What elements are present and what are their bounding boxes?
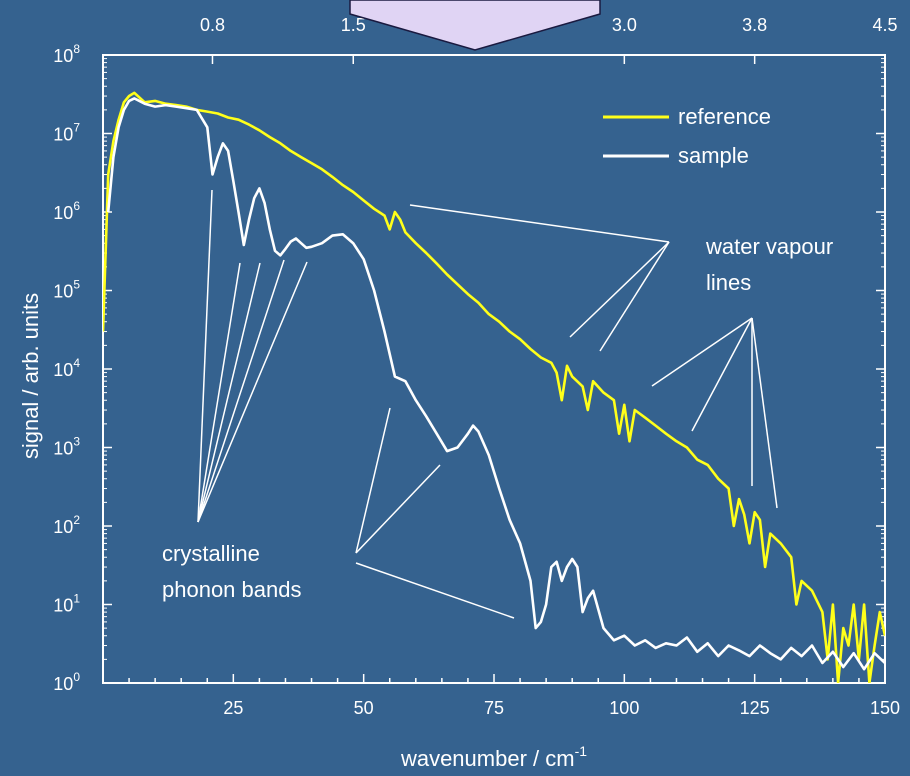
annotation-phonon-line2: phonon bands bbox=[162, 577, 301, 602]
top-tick-label: 3.0 bbox=[612, 15, 637, 35]
annotation-lines bbox=[197, 189, 778, 619]
x-axis-label: wavenumber / cm-1 bbox=[400, 743, 587, 771]
annotation-pointer-line bbox=[409, 204, 670, 243]
x-tick-label: 25 bbox=[223, 698, 243, 718]
y-tick-label: 100 bbox=[53, 670, 80, 694]
x-tick-label: 50 bbox=[354, 698, 374, 718]
y-tick-label: 103 bbox=[53, 435, 80, 459]
top-tick-label: 1.5 bbox=[341, 15, 366, 35]
legend: reference sample bbox=[603, 104, 771, 168]
annotation-pointer-line bbox=[355, 562, 515, 619]
y-tick-label: 101 bbox=[53, 592, 80, 616]
legend-label-reference: reference bbox=[678, 104, 771, 129]
top-axis-tick-labels: 0.8 1.5 3.0 3.8 4.5 bbox=[200, 15, 898, 35]
x-axis-label-text: wavenumber / cm bbox=[400, 746, 575, 771]
annotation-pointer-line bbox=[197, 259, 285, 523]
annotation-pointer-line bbox=[197, 262, 261, 523]
x-tick-label: 75 bbox=[484, 698, 504, 718]
y-tick-label: 104 bbox=[53, 356, 80, 380]
annotation-pointer-line bbox=[599, 241, 670, 352]
annotation-pointer-line bbox=[197, 262, 241, 523]
y-tick-labels: 100 101 102 103 104 105 106 107 108 bbox=[53, 42, 80, 694]
series-line-reference bbox=[103, 91, 885, 683]
annotation-pointer-line bbox=[355, 464, 441, 554]
annotation-pointer-line bbox=[751, 317, 778, 509]
y-tick-label: 108 bbox=[53, 42, 80, 66]
y-tick-label: 105 bbox=[53, 278, 80, 302]
annotation-water-vapour-line2: lines bbox=[706, 270, 751, 295]
series-layer bbox=[103, 91, 885, 683]
top-badge bbox=[349, 0, 601, 51]
annotation-pointer-line bbox=[569, 241, 670, 338]
x-tick-label: 125 bbox=[740, 698, 770, 718]
annotation-pointer-line bbox=[651, 317, 753, 387]
annotation-phonon-line1: crystalline bbox=[162, 541, 260, 566]
x-tick-label: 100 bbox=[609, 698, 639, 718]
annotation-pointer-line bbox=[355, 407, 391, 554]
x-tick-labels: 25 50 75 100 125 150 bbox=[223, 698, 900, 718]
annotation-pointer-line bbox=[197, 189, 213, 523]
annotation-pointer-line bbox=[197, 261, 308, 523]
y-tick-label: 106 bbox=[53, 199, 80, 223]
axis-ticks bbox=[103, 54, 886, 684]
top-tick-label: 4.5 bbox=[872, 15, 897, 35]
legend-label-sample: sample bbox=[678, 143, 749, 168]
x-axis-label-superscript: -1 bbox=[575, 743, 588, 759]
y-tick-label: 102 bbox=[53, 513, 80, 537]
y-axis-label: signal / arb. units bbox=[18, 293, 43, 459]
y-tick-label: 107 bbox=[53, 121, 80, 145]
series-line-sample bbox=[106, 97, 885, 671]
top-tick-label: 3.8 bbox=[742, 15, 767, 35]
x-tick-label: 150 bbox=[870, 698, 900, 718]
top-tick-label: 0.8 bbox=[200, 15, 225, 35]
annotation-water-vapour-line1: water vapour bbox=[705, 234, 833, 259]
annotation-pointer-line bbox=[691, 317, 753, 432]
